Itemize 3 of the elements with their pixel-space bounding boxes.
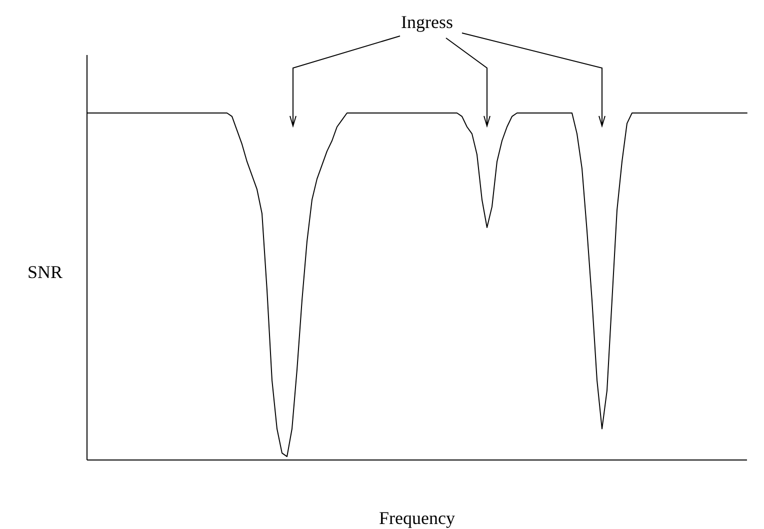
y-axis-title: SNR (27, 262, 63, 282)
x-axis-title: Frequency (379, 508, 455, 528)
text: Ingress (401, 12, 453, 32)
